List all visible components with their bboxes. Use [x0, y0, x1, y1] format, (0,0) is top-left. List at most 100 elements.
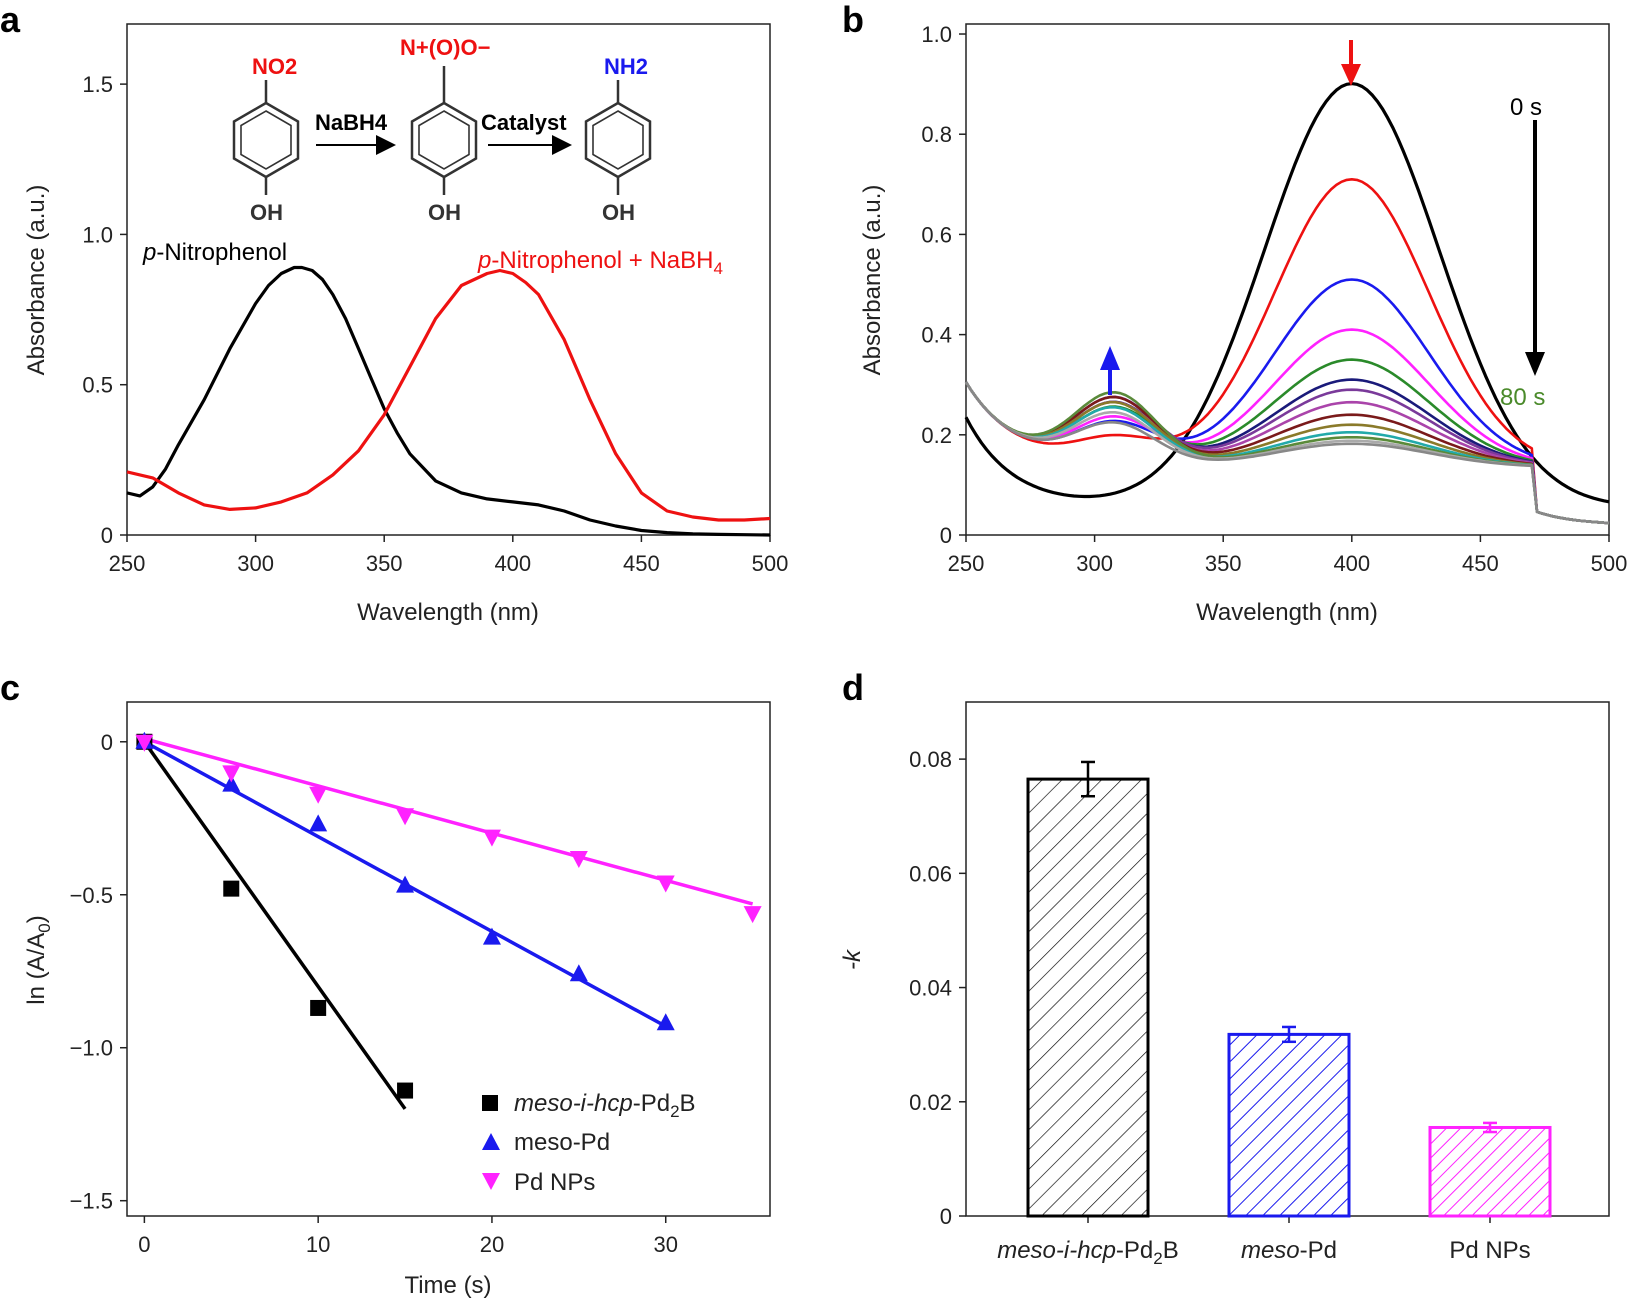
y-tick-label: 0.8: [921, 122, 952, 147]
fit-line: [142, 740, 407, 1110]
panel-c-legend: meso-i-hcp-Pd2B meso-Pd Pd NPs: [482, 1090, 696, 1196]
panel-d-letter: d: [842, 667, 864, 708]
y-tick-label: 1.0: [82, 222, 113, 247]
time-arrow: [1525, 120, 1545, 376]
fit-line: [143, 737, 754, 906]
panel-c-ylabel-main: ln (A/A: [23, 933, 50, 1005]
bar-category-label: meso-Pd: [1241, 1237, 1337, 1264]
benzene-ring-2: [410, 66, 478, 195]
data-point-triangle-down: [222, 765, 241, 783]
time-end-label: 80 s: [1500, 384, 1545, 411]
x-tick-label: 450: [623, 551, 660, 576]
x-tick-label: 400: [1333, 551, 1370, 576]
y-tick-label: 0.4: [921, 323, 952, 348]
panel-c-ylabel-end: ): [23, 915, 50, 923]
scheme-nitro-ion: N+(O)O−: [400, 35, 490, 60]
series-line-p-nitrophenol-nabh4: [126, 268, 771, 522]
y-tick-label: 0: [101, 523, 113, 548]
panel-b: b 250 300 350 400 450 500 0 0.2 0.4 0.6 0.8 1.0 Wav…: [842, 0, 1627, 626]
y-tick-label: 0: [940, 1204, 952, 1229]
legend-marker-square: [482, 1095, 498, 1111]
red-down-arrow: [1341, 40, 1361, 86]
label-red-prefix: p: [477, 247, 491, 274]
panel-b-ylabel: Absorbance (a.u.): [859, 185, 886, 376]
panel-a-ylabel: Absorbance (a.u.): [23, 185, 50, 376]
benzene-ring-3: [584, 80, 652, 195]
label-red-rest: -Nitrophenol + NaBH: [491, 247, 713, 274]
series-line-p-nitrophenol: [126, 265, 771, 537]
y-tick-label: 0: [940, 523, 952, 548]
panel-c: c 0 10 20 300−0.5−1.0−1.5 Time (s) ln (A/A0…: [0, 667, 771, 1299]
scheme-oh-2: OH: [428, 200, 461, 225]
label-p-nitrophenol-nabh4: p-Nitrophenol + NaBH4: [477, 247, 723, 278]
panel-b-letter: b: [842, 0, 864, 40]
legend-label-pd-nps: Pd NPs: [514, 1169, 595, 1196]
data-point-triangle-up: [396, 875, 415, 893]
y-tick-label: 0.04: [909, 976, 952, 1001]
data-point-square: [397, 1082, 414, 1099]
x-tick-label: 500: [1591, 551, 1628, 576]
label-red-sub: 4: [713, 259, 722, 278]
scheme-no2: NO2: [252, 54, 297, 79]
scheme-oh-3: OH: [602, 200, 635, 225]
x-tick-label: 250: [109, 551, 146, 576]
panel-c-ylabel-sub: 0: [35, 923, 54, 932]
x-tick-label: 10: [306, 1232, 330, 1257]
y-tick-label: 0.2: [921, 423, 952, 448]
benzene-ring-1: [232, 80, 300, 195]
time-start-label: 0 s: [1510, 94, 1542, 121]
y-tick-label: 1.5: [82, 72, 113, 97]
reaction-scheme: NO2 OH NaBH4 N+(O)O− OH Catalyst NH2 OH: [232, 35, 652, 225]
scheme-catalyst: Catalyst: [481, 110, 567, 135]
spectrum-line: [964, 81, 1610, 504]
legend-marker-triangle-down: [482, 1173, 500, 1190]
label-p-nitrophenol-prefix: p: [142, 239, 156, 266]
panel-a: a 250 300 350 400 450 500 0 0.5 1.0 1.5 Wavelengt…: [0, 0, 788, 626]
data-point-triangle-down: [309, 786, 328, 804]
spectrum-line: [964, 178, 1610, 525]
panel-c-xlabel: Time (s): [404, 1272, 491, 1299]
spectrum-line: [964, 328, 1610, 525]
legend-label-meso-i-hcp: meso-i-hcp-Pd2B: [514, 1090, 696, 1121]
data-point-triangle-up: [656, 1013, 675, 1031]
panel-a-letter: a: [0, 0, 21, 40]
x-tick-label: 450: [1462, 551, 1499, 576]
y-tick-label: −0.5: [70, 883, 113, 908]
y-tick-label: 0.08: [909, 747, 952, 772]
blue-up-arrow: [1100, 346, 1120, 395]
data-point-triangle-down: [656, 875, 675, 893]
panel-d-ylabel: -k: [839, 948, 866, 970]
data-point-square: [223, 880, 240, 897]
data-point-triangle-down: [396, 808, 415, 826]
data-point-triangle-down: [569, 851, 588, 869]
bar: [1026, 777, 1150, 1218]
x-tick-label: 20: [480, 1232, 504, 1257]
y-tick-label: 0.6: [921, 222, 952, 247]
x-tick-label: 350: [366, 551, 403, 576]
x-tick-label: 300: [1076, 551, 1113, 576]
y-tick-label: 0.06: [909, 861, 952, 886]
x-tick-label: 250: [948, 551, 985, 576]
panel-b-xlabel: Wavelength (nm): [1196, 599, 1378, 626]
y-tick-label: 0: [101, 730, 113, 755]
panel-c-frame: [126, 701, 771, 1217]
y-tick-label: −1.0: [70, 1036, 113, 1061]
panel-c-letter: c: [0, 667, 20, 708]
panel-d: d 0 0.02 0.04 0.06 0.08 meso-i-hcp-Pd2B meso-…: [839, 667, 1610, 1268]
spectrum-line: [964, 381, 1610, 525]
x-tick-label: 0: [138, 1232, 150, 1257]
y-tick-label: 0.5: [82, 373, 113, 398]
data-point-triangle-down: [482, 829, 501, 847]
panel-b-frame: [965, 23, 1610, 536]
data-point-triangle-up: [569, 964, 588, 982]
y-tick-label: −1.5: [70, 1189, 113, 1214]
x-tick-label: 300: [237, 551, 274, 576]
bar-category-label: meso-i-hcp-Pd2B: [997, 1237, 1179, 1268]
panel-a-frame: [126, 23, 771, 536]
x-tick-label: 500: [752, 551, 789, 576]
panel-c-ylabel: ln (A/A0): [23, 915, 54, 1005]
data-point-triangle-up: [482, 927, 501, 945]
data-point-triangle-up: [222, 774, 241, 792]
bar-category-label: Pd NPs: [1449, 1237, 1530, 1264]
y-tick-label: 0.02: [909, 1090, 952, 1115]
